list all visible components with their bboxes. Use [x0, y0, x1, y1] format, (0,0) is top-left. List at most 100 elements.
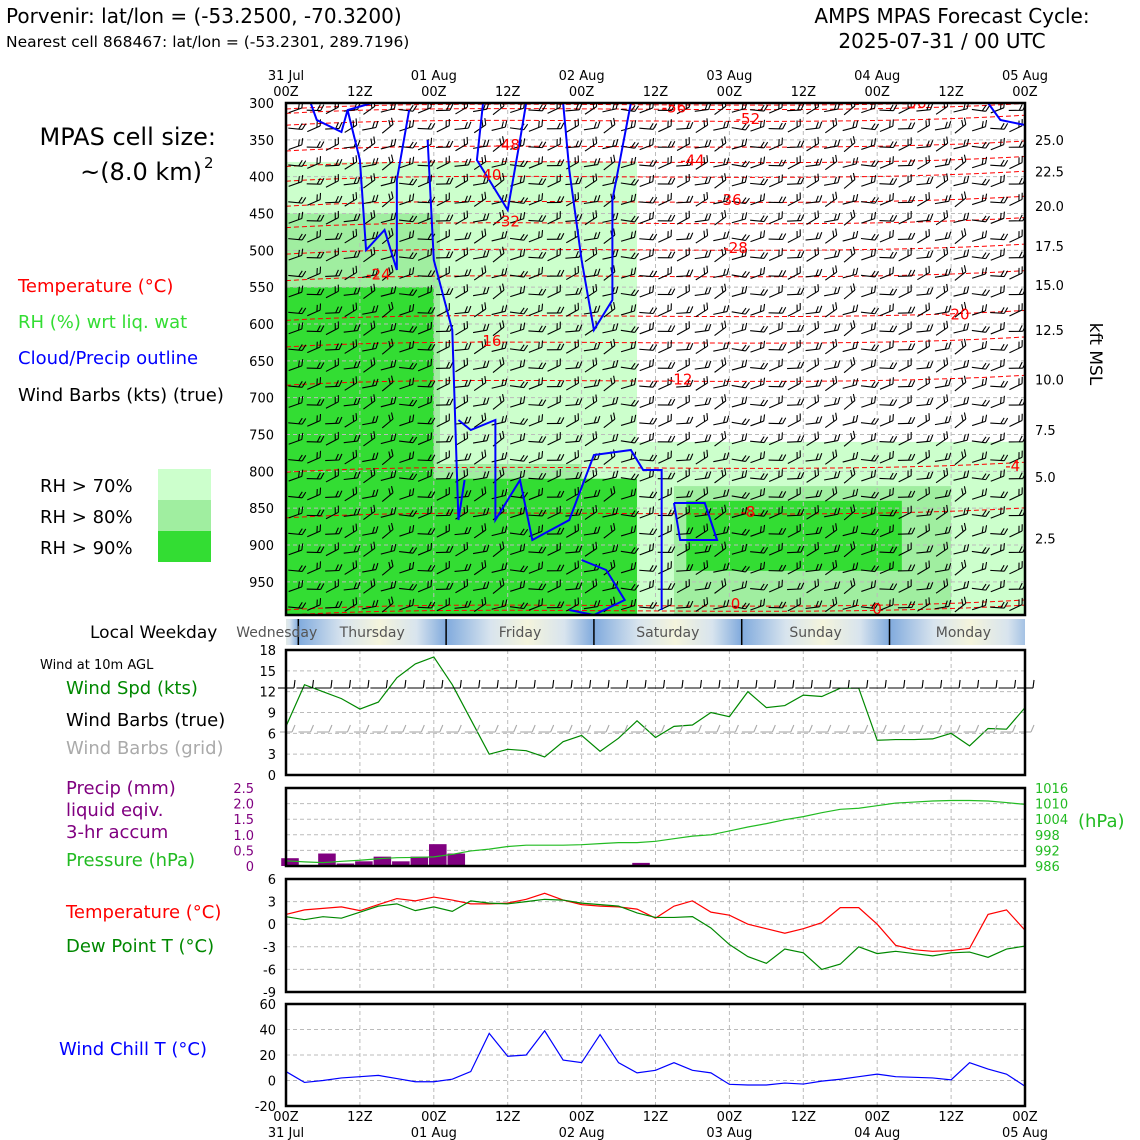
- barb-flag: [481, 267, 484, 275]
- barb-shaft: [879, 330, 894, 333]
- barb-flag: [649, 307, 654, 314]
- wind-barb: [603, 523, 616, 539]
- barb-flag: [633, 120, 637, 127]
- barb-flag: [541, 436, 547, 443]
- barb-flag: [319, 156, 322, 163]
- barb-flag: [634, 510, 640, 517]
- barb-flag: [334, 507, 336, 514]
- barb-flag: [446, 251, 450, 258]
- wind-barb: [380, 286, 397, 297]
- wind-barb: [639, 248, 655, 261]
- barb-shaft: [565, 477, 580, 480]
- barb-flag: [575, 508, 579, 516]
- barb-flag: [427, 433, 429, 441]
- barb-flag: [427, 270, 432, 277]
- wind-barb: [325, 579, 339, 593]
- wind-barb: [620, 341, 637, 353]
- barb-flag: [556, 306, 561, 314]
- wind-barb: [565, 523, 580, 538]
- temperature-contour-label: -52: [736, 110, 761, 128]
- barb-flag: [634, 289, 640, 296]
- barb-shaft: [491, 568, 506, 573]
- barb-shaft: [436, 198, 450, 207]
- temperature-contour: [286, 140, 1025, 152]
- barb-flag: [630, 252, 636, 259]
- barb-flag: [560, 527, 565, 535]
- barb-shaft: [399, 420, 413, 427]
- barb-shaft: [565, 256, 580, 259]
- barb-flag: [577, 265, 580, 273]
- barb-shaft: [325, 548, 339, 557]
- wind-barb: [363, 246, 376, 263]
- barb-flag: [301, 248, 304, 256]
- barb-flag: [556, 564, 561, 572]
- barb-flag: [560, 232, 565, 240]
- temperature-contour: [286, 507, 1025, 519]
- wind-barb: [620, 414, 637, 426]
- barb-flag: [353, 250, 357, 258]
- barb-flag: [523, 175, 526, 183]
- wind-barb: [473, 412, 487, 428]
- kft-tick-label: 5.0: [1035, 471, 1056, 486]
- barb-shaft: [325, 201, 340, 204]
- barb-flag: [372, 600, 375, 608]
- barb-shaft: [565, 530, 579, 538]
- barb-flag: [501, 121, 504, 129]
- pressure-tick-label: 992: [1035, 844, 1060, 859]
- barb-shaft: [879, 588, 894, 591]
- barb-flag: [338, 269, 343, 277]
- barb-flag: [482, 471, 486, 479]
- wind-barb: [620, 193, 637, 205]
- barb-shaft: [603, 492, 616, 502]
- barb-shaft: [547, 364, 561, 372]
- barb-flag: [689, 195, 694, 203]
- barb-flag: [652, 432, 655, 440]
- barb-flag: [464, 490, 468, 497]
- barb-flag: [595, 504, 598, 512]
- barb-flag: [523, 308, 529, 315]
- wind-barb: [455, 578, 469, 594]
- barb-flag: [592, 580, 595, 588]
- barb-flag: [688, 247, 690, 255]
- barb-flag: [556, 159, 561, 166]
- barb-flag: [541, 193, 544, 200]
- barb-flag: [501, 600, 504, 607]
- wind-barb: [583, 268, 601, 278]
- weekday-name: Thursday: [339, 625, 405, 641]
- top-hour-label: 00Z: [421, 85, 447, 100]
- legend-cloud-outline: Cloud/Precip outline: [18, 348, 198, 369]
- barb-flag: [375, 599, 379, 607]
- barb-shaft: [362, 532, 377, 536]
- barb-flag: [523, 381, 529, 388]
- barb-flag: [523, 197, 529, 204]
- barb-shaft: [362, 347, 377, 352]
- barb-shaft: [417, 459, 432, 462]
- barb-flag: [409, 325, 414, 333]
- barb-flag: [652, 138, 655, 145]
- barb-flag: [484, 596, 487, 604]
- barb-flag: [449, 251, 454, 258]
- barb-shaft: [492, 289, 505, 300]
- barb-flag: [671, 435, 676, 443]
- barb-shaft: [510, 586, 524, 592]
- barb-flag: [519, 434, 522, 441]
- barb-flag: [538, 415, 540, 423]
- wind-barb: [584, 578, 598, 594]
- barb-shaft: [325, 569, 340, 572]
- wind-barb: [528, 487, 544, 501]
- barb-flag: [501, 379, 504, 386]
- barb-flag: [430, 395, 433, 403]
- barb-shaft: [417, 312, 432, 314]
- barb-shaft: [583, 348, 598, 352]
- barb-shaft: [602, 108, 617, 113]
- barb-shaft: [639, 144, 654, 151]
- barb-flag: [320, 583, 325, 590]
- barb-flag: [523, 506, 526, 514]
- barb-flag: [499, 580, 502, 588]
- wind-barb: [602, 433, 619, 444]
- barb-flag: [431, 343, 436, 351]
- barb-shaft: [399, 293, 414, 296]
- barb-shaft: [879, 146, 894, 149]
- barb-flag: [301, 211, 304, 219]
